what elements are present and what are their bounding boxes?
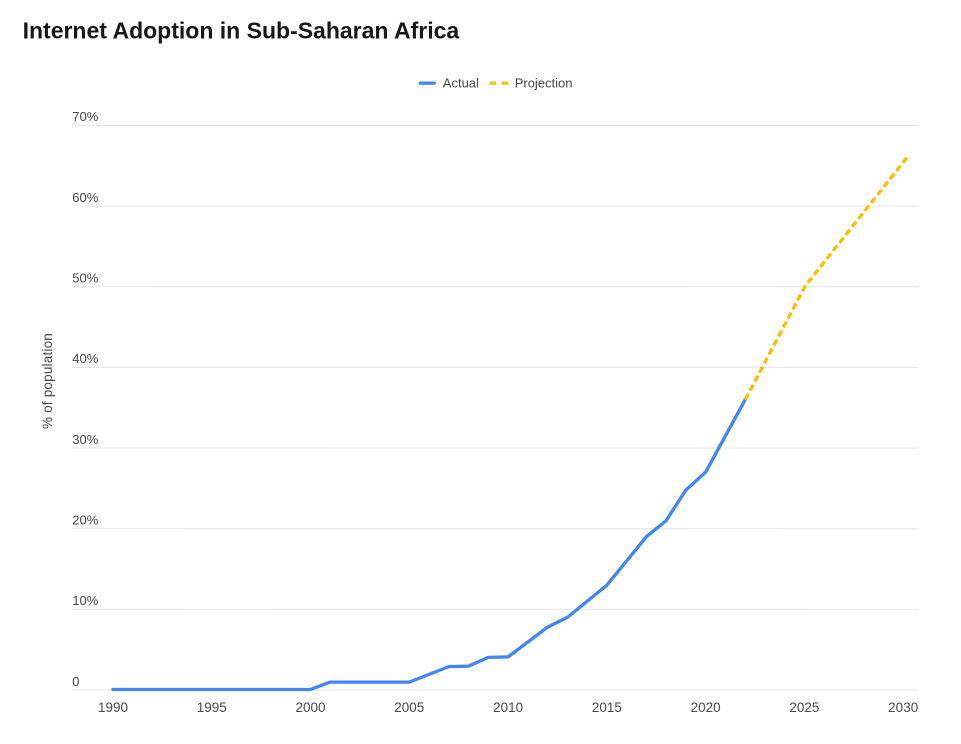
svg-text:1995: 1995 [197,700,227,715]
svg-text:Internet Adoption in Sub-Sahar: Internet Adoption in Sub-Saharan Africa [23,17,460,43]
svg-text:10%: 10% [72,593,98,608]
svg-text:2010: 2010 [493,700,523,715]
svg-text:2020: 2020 [691,700,721,715]
svg-text:20%: 20% [72,512,98,527]
svg-text:Actual: Actual [443,75,479,90]
svg-text:Projection: Projection [515,75,573,90]
svg-text:2015: 2015 [592,700,622,715]
svg-text:2000: 2000 [295,700,325,715]
svg-text:40%: 40% [72,351,98,366]
svg-text:2005: 2005 [394,700,424,715]
svg-text:30%: 30% [72,432,98,447]
svg-text:70%: 70% [72,109,98,124]
svg-text:1990: 1990 [98,700,128,715]
svg-text:50%: 50% [72,270,98,285]
svg-text:2025: 2025 [789,700,819,715]
svg-text:2030: 2030 [888,700,918,715]
svg-text:% of population: % of population [40,333,55,429]
svg-text:60%: 60% [72,190,98,205]
svg-text:0: 0 [72,674,79,689]
